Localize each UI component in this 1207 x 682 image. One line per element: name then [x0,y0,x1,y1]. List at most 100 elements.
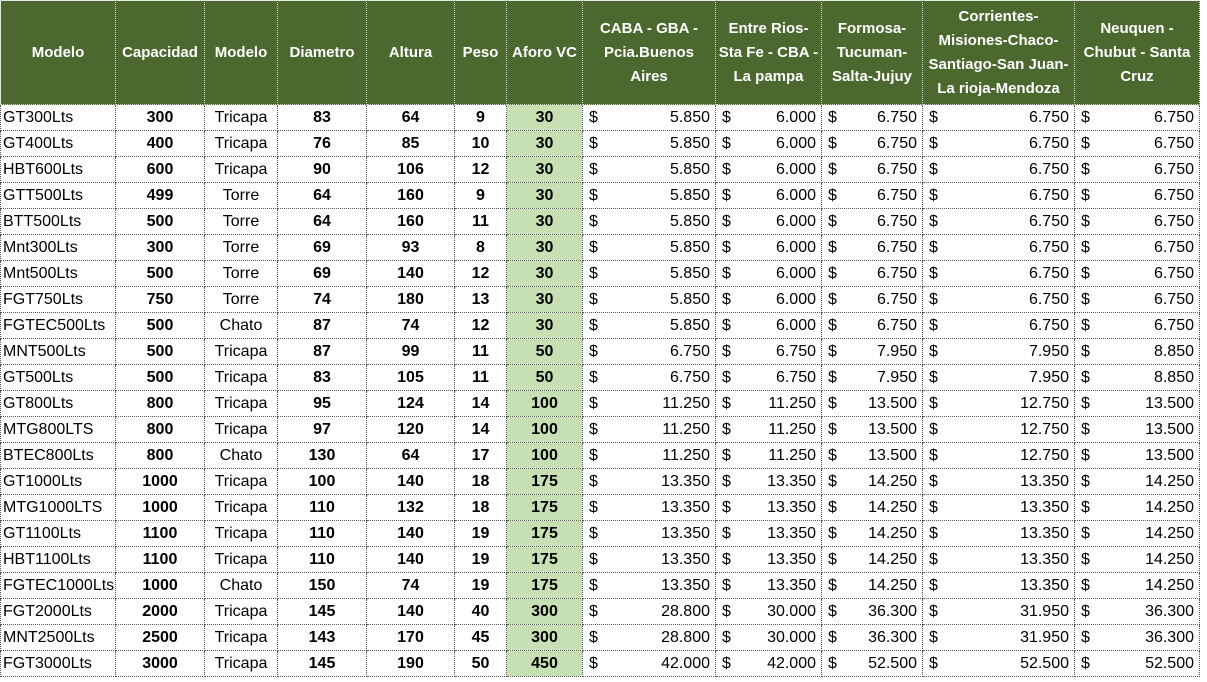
cell-capacidad[interactable]: 300 [115,234,205,261]
cell-price-corrientes[interactable]: $6.750 [922,130,1075,157]
cell-price-caba[interactable]: $5.850 [582,260,716,287]
cell-aforo[interactable]: 50 [506,364,583,391]
cell-price-corrientes[interactable]: $7.950 [922,364,1075,391]
cell-capacidad[interactable]: 600 [115,156,205,183]
cell-diametro[interactable]: 64 [277,182,367,209]
cell-price-formosa[interactable]: $6.750 [821,260,923,287]
cell-aforo[interactable]: 100 [506,416,583,443]
cell-price-caba[interactable]: $5.850 [582,234,716,261]
cell-modelo[interactable]: FGT2000Lts [0,598,116,625]
cell-tipo[interactable]: Tricapa [204,468,278,495]
cell-peso[interactable]: 9 [454,182,507,209]
cell-capacidad[interactable]: 499 [115,182,205,209]
cell-price-neuquen[interactable]: $8.850 [1074,364,1200,391]
cell-price-neuquen[interactable]: $14.250 [1074,520,1200,547]
cell-aforo[interactable]: 175 [506,546,583,573]
cell-peso[interactable]: 13 [454,286,507,313]
cell-capacidad[interactable]: 1100 [115,520,205,547]
cell-price-formosa[interactable]: $14.250 [821,520,923,547]
cell-aforo[interactable]: 30 [506,260,583,287]
cell-tipo[interactable]: Tricapa [204,494,278,521]
cell-price-caba[interactable]: $13.350 [582,468,716,495]
cell-price-corrientes[interactable]: $6.750 [922,234,1075,261]
cell-price-neuquen[interactable]: $6.750 [1074,208,1200,235]
cell-price-entre-rios[interactable]: $6.750 [715,338,822,365]
cell-price-corrientes[interactable]: $13.350 [922,572,1075,599]
cell-price-entre-rios[interactable]: $6.000 [715,286,822,313]
cell-modelo[interactable]: MNT500Lts [0,338,116,365]
cell-diametro[interactable]: 130 [277,442,367,469]
cell-price-formosa[interactable]: $13.500 [821,416,923,443]
cell-diametro[interactable]: 90 [277,156,367,183]
header-aforo[interactable]: Aforo VC [506,0,583,105]
cell-tipo[interactable]: Chato [204,572,278,599]
cell-price-caba[interactable]: $5.850 [582,312,716,339]
cell-price-formosa[interactable]: $6.750 [821,286,923,313]
cell-tipo[interactable]: Tricapa [204,598,278,625]
cell-modelo[interactable]: FGTEC500Lts [0,312,116,339]
cell-price-formosa[interactable]: $14.250 [821,468,923,495]
cell-diametro[interactable]: 110 [277,494,367,521]
cell-price-neuquen[interactable]: $52.500 [1074,650,1200,677]
cell-altura[interactable]: 106 [366,156,455,183]
cell-tipo[interactable]: Torre [204,208,278,235]
cell-modelo[interactable]: MTG800LTS [0,416,116,443]
cell-price-entre-rios[interactable]: $6.000 [715,130,822,157]
cell-price-entre-rios[interactable]: $6.000 [715,104,822,131]
cell-altura[interactable]: 160 [366,182,455,209]
cell-peso[interactable]: 45 [454,624,507,651]
cell-price-caba[interactable]: $5.850 [582,130,716,157]
cell-diametro[interactable]: 150 [277,572,367,599]
cell-price-neuquen[interactable]: $6.750 [1074,182,1200,209]
cell-peso[interactable]: 19 [454,520,507,547]
cell-diametro[interactable]: 76 [277,130,367,157]
cell-price-corrientes[interactable]: $52.500 [922,650,1075,677]
cell-modelo[interactable]: GT400Lts [0,130,116,157]
cell-modelo[interactable]: FGTEC1000Lts [0,572,116,599]
cell-capacidad[interactable]: 1000 [115,494,205,521]
cell-tipo[interactable]: Tricapa [204,364,278,391]
cell-price-neuquen[interactable]: $36.300 [1074,598,1200,625]
cell-aforo[interactable]: 50 [506,338,583,365]
cell-aforo[interactable]: 30 [506,208,583,235]
cell-price-corrientes[interactable]: $6.750 [922,286,1075,313]
cell-aforo[interactable]: 175 [506,494,583,521]
cell-altura[interactable]: 190 [366,650,455,677]
cell-aforo[interactable]: 30 [506,286,583,313]
header-modelo[interactable]: Modelo [0,0,116,105]
cell-peso[interactable]: 10 [454,130,507,157]
cell-price-caba[interactable]: $5.850 [582,182,716,209]
cell-capacidad[interactable]: 500 [115,364,205,391]
cell-price-neuquen[interactable]: $36.300 [1074,624,1200,651]
cell-aforo[interactable]: 100 [506,442,583,469]
cell-aforo[interactable]: 30 [506,156,583,183]
cell-price-caba[interactable]: $13.350 [582,546,716,573]
cell-price-corrientes[interactable]: $6.750 [922,156,1075,183]
cell-price-entre-rios[interactable]: $11.250 [715,390,822,417]
cell-price-corrientes[interactable]: $13.350 [922,468,1075,495]
cell-modelo[interactable]: FGT750Lts [0,286,116,313]
header-formosa[interactable]: Formosa-Tucuman-Salta-Jujuy [821,0,923,105]
cell-diametro[interactable]: 100 [277,468,367,495]
cell-price-caba[interactable]: $5.850 [582,104,716,131]
cell-price-neuquen[interactable]: $6.750 [1074,260,1200,287]
cell-aforo[interactable]: 30 [506,312,583,339]
cell-price-corrientes[interactable]: $31.950 [922,598,1075,625]
cell-price-neuquen[interactable]: $14.250 [1074,494,1200,521]
cell-altura[interactable]: 74 [366,572,455,599]
cell-price-formosa[interactable]: $6.750 [821,234,923,261]
cell-altura[interactable]: 85 [366,130,455,157]
cell-price-entre-rios[interactable]: $11.250 [715,442,822,469]
cell-altura[interactable]: 140 [366,468,455,495]
cell-aforo[interactable]: 100 [506,390,583,417]
cell-capacidad[interactable]: 1000 [115,572,205,599]
cell-price-corrientes[interactable]: $6.750 [922,182,1075,209]
cell-modelo[interactable]: GT500Lts [0,364,116,391]
cell-diametro[interactable]: 110 [277,546,367,573]
cell-price-caba[interactable]: $11.250 [582,390,716,417]
cell-altura[interactable]: 140 [366,260,455,287]
cell-price-entre-rios[interactable]: $6.000 [715,156,822,183]
cell-altura[interactable]: 124 [366,390,455,417]
cell-tipo[interactable]: Tricapa [204,650,278,677]
cell-capacidad[interactable]: 1100 [115,546,205,573]
